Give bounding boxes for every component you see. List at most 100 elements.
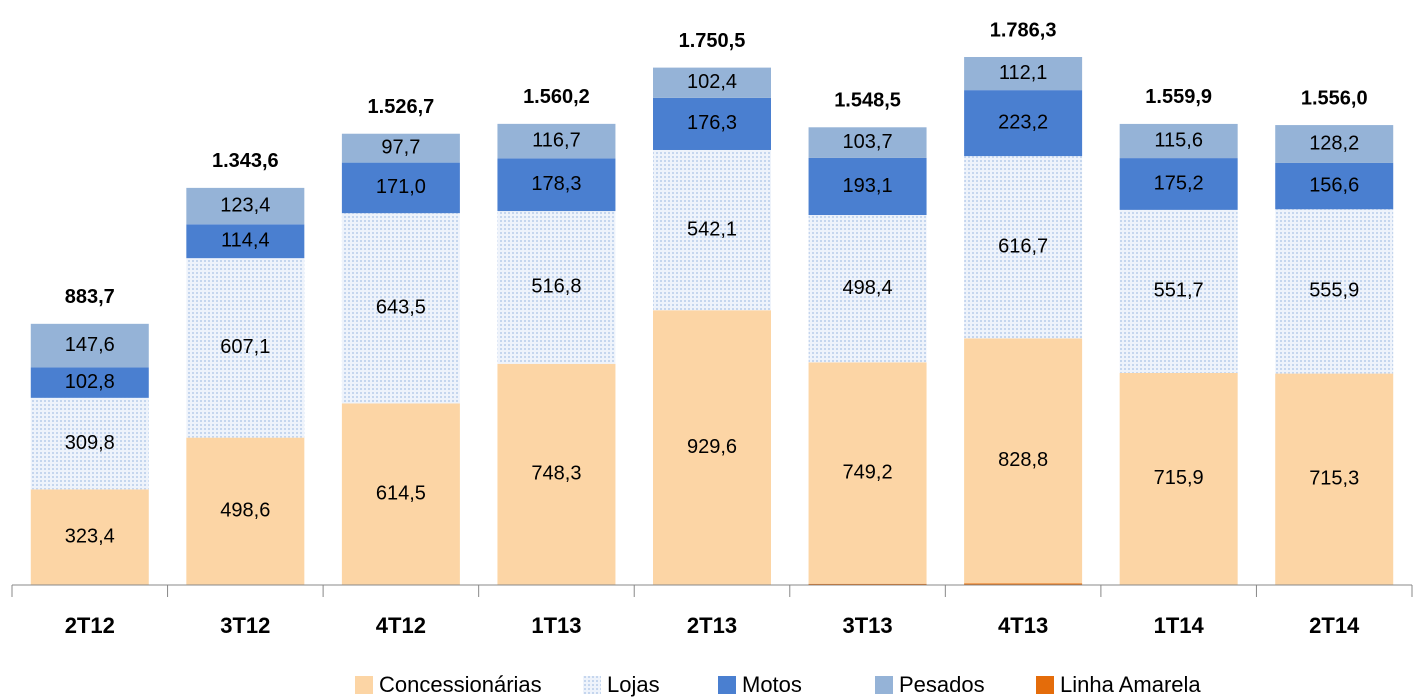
data-label: 616,7	[998, 236, 1048, 258]
data-label: 516,8	[531, 276, 581, 298]
x-tick-label: 3T13	[842, 613, 892, 638]
x-tick-label: 2T12	[65, 613, 115, 638]
bar-segment	[808, 362, 927, 584]
total-label: 1.526,7	[368, 96, 435, 118]
legend-label: Concessionárias	[379, 672, 542, 697]
legend-label: Linha Amarela	[1060, 672, 1201, 697]
data-label: 555,9	[1309, 280, 1359, 302]
bar-segment	[808, 157, 927, 216]
total-label: 1.750,5	[679, 30, 746, 52]
data-label: 175,2	[1154, 172, 1204, 194]
data-label: 498,6	[220, 500, 270, 522]
bar-segment	[186, 224, 305, 259]
data-label: 115,6	[1154, 129, 1203, 151]
data-label: 223,2	[998, 111, 1048, 133]
data-label: 102,8	[65, 371, 115, 393]
bar-segment	[30, 397, 149, 490]
bar-segment	[653, 97, 771, 150]
bar-segment	[341, 133, 460, 163]
legend-label: Pesados	[899, 672, 985, 697]
data-label: 323,4	[65, 525, 115, 547]
data-label: 123,4	[220, 194, 270, 216]
bar-segment	[653, 149, 771, 311]
legend-label: Motos	[742, 672, 802, 697]
bar-segment	[341, 162, 460, 214]
bar-segment	[964, 156, 1083, 339]
data-label: 715,3	[1309, 468, 1359, 490]
bar-segment	[497, 363, 616, 585]
data-label: 102,4	[687, 71, 737, 93]
x-tick-label: 1T13	[531, 613, 581, 638]
bar-segment	[497, 211, 616, 364]
total-label: 1.560,2	[523, 86, 590, 108]
data-label: 607,1	[220, 336, 270, 358]
bar-segment	[497, 123, 616, 159]
x-tick-label: 3T12	[220, 613, 270, 638]
total-label: 883,7	[65, 286, 115, 308]
bar-segment	[964, 57, 1083, 91]
x-tick-label: 2T14	[1309, 613, 1360, 638]
legend-label: Lojas	[607, 672, 660, 697]
data-label: 929,6	[687, 436, 737, 458]
total-label: 1.786,3	[990, 19, 1057, 41]
bar-segment	[1275, 162, 1394, 210]
data-label: 128,2	[1309, 132, 1359, 154]
data-label: 614,5	[376, 482, 426, 504]
total-label: 1.548,5	[834, 90, 901, 112]
data-label: 97,7	[381, 136, 420, 158]
bar-segment	[341, 403, 460, 585]
bar-segment	[186, 187, 305, 225]
bar-segment	[30, 489, 149, 585]
total-label: 1.559,9	[1145, 86, 1212, 108]
bar-segment	[1275, 373, 1394, 585]
bar-segment	[964, 338, 1083, 584]
bar-segment	[30, 323, 149, 368]
bar-segment	[1119, 209, 1238, 373]
data-label: 542,1	[687, 218, 737, 240]
data-label: 178,3	[531, 173, 581, 195]
legend-swatch	[875, 676, 893, 694]
bar-segment	[1119, 158, 1238, 210]
x-tick-label: 4T12	[376, 613, 426, 638]
x-tick-label: 4T13	[998, 613, 1048, 638]
data-label: 749,2	[843, 461, 893, 483]
data-label: 116,7	[532, 129, 581, 151]
data-label: 156,6	[1309, 174, 1359, 196]
data-label: 748,3	[531, 463, 581, 485]
data-label: 114,4	[221, 230, 270, 252]
total-label: 1.556,0	[1301, 87, 1368, 109]
bar-segment	[808, 215, 927, 363]
legend-swatch	[355, 676, 373, 694]
legend-swatch	[583, 676, 601, 694]
data-label: 147,6	[65, 334, 115, 356]
bar-segment	[186, 437, 305, 585]
data-label: 715,9	[1154, 467, 1204, 489]
data-label: 828,8	[998, 449, 1048, 471]
bar-segment	[808, 583, 927, 585]
data-label: 643,5	[376, 297, 426, 319]
bar-segment	[1119, 372, 1238, 585]
x-tick-label: 1T14	[1154, 613, 1205, 638]
data-label: 498,4	[843, 277, 893, 299]
bar-segment	[964, 583, 1083, 585]
total-label: 1.343,6	[212, 150, 279, 172]
x-tick-label: 2T13	[687, 613, 737, 638]
bar-segment	[808, 127, 927, 158]
data-label: 171,0	[376, 176, 426, 198]
bar-segment	[186, 258, 305, 438]
data-label: 176,3	[687, 112, 737, 134]
bar-segment	[964, 90, 1083, 157]
bar-segment	[1275, 125, 1394, 163]
legend-swatch	[1036, 676, 1054, 694]
data-label: 112,1	[999, 62, 1048, 84]
bar-segment	[1275, 209, 1394, 374]
data-label: 309,8	[65, 432, 115, 454]
bar-segment	[653, 310, 771, 585]
data-label: 551,7	[1154, 280, 1204, 302]
bar-segment	[653, 67, 771, 98]
legend-swatch	[718, 676, 736, 694]
bar-segment	[30, 367, 149, 398]
bar-segment	[497, 158, 616, 212]
